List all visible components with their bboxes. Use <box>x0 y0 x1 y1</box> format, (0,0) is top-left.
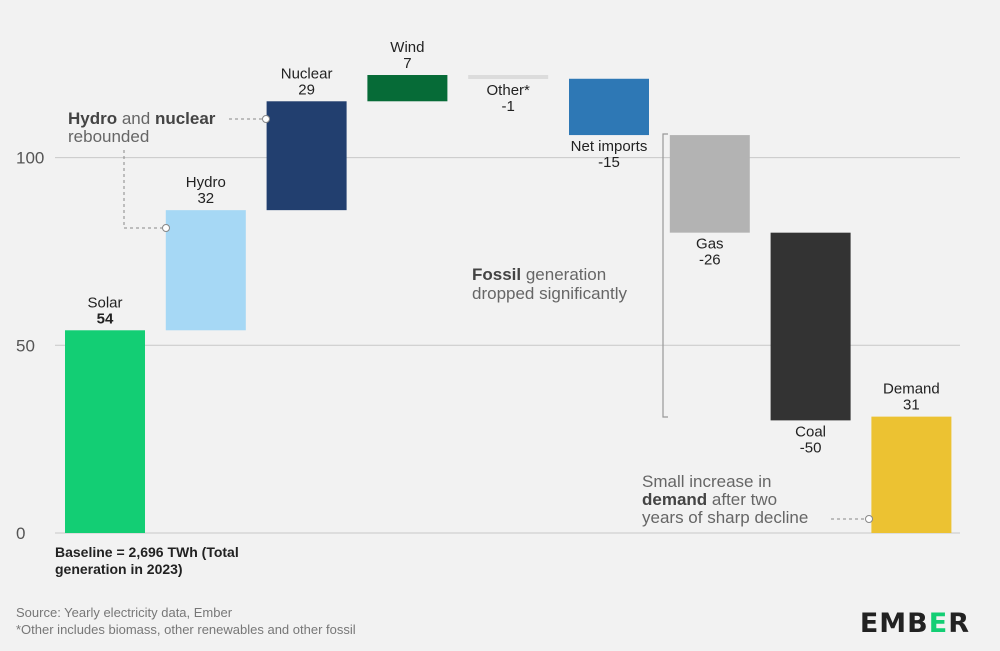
connector-dot <box>162 224 170 232</box>
category-label: Nuclear <box>281 65 333 82</box>
value-label: 31 <box>903 397 920 414</box>
category-label: Solar <box>87 294 122 311</box>
bar-demand <box>871 416 952 533</box>
y-tick-label: 0 <box>16 524 25 543</box>
connector-dot <box>865 515 873 523</box>
annotation-demand-line2: demand after two <box>642 490 777 509</box>
annotation-hydro-nuclear: Hydro and nuclear <box>68 109 216 128</box>
y-tick-label: 100 <box>16 149 44 168</box>
annotation-demand: Small increase in <box>642 472 771 491</box>
bar-gas <box>669 135 750 233</box>
value-label: 7 <box>403 55 411 72</box>
bar-net-imports <box>569 78 649 136</box>
annotation-fossil-line2: dropped significantly <box>472 284 627 303</box>
value-label: -1 <box>502 98 515 115</box>
annotation-fossil: Fossil generation <box>472 265 606 284</box>
category-label: Net imports <box>571 138 648 155</box>
other-footnote: *Other includes biomass, other renewable… <box>16 622 356 637</box>
footer: Source: Yearly electricity data, Ember *… <box>16 604 356 638</box>
bar-wind <box>367 75 448 102</box>
baseline-note: generation in 2023) <box>55 561 183 577</box>
category-label: Gas <box>696 236 724 253</box>
category-label: Demand <box>883 381 940 398</box>
category-label: Wind <box>390 39 424 56</box>
value-label: 54 <box>97 310 114 327</box>
bar-hydro <box>165 210 246 331</box>
y-tick-label: 50 <box>16 336 35 355</box>
connector-dot <box>262 115 270 123</box>
value-label: 29 <box>298 81 315 98</box>
category-label: Hydro <box>186 174 226 191</box>
connector-hydro <box>123 150 166 229</box>
category-label: Other* <box>487 82 531 99</box>
bar-solar <box>65 330 145 533</box>
value-label: -50 <box>800 439 822 456</box>
annotation-hydro-nuclear-line2: rebounded <box>68 127 149 146</box>
value-label: -15 <box>598 154 620 171</box>
annotation-demand-line3: years of sharp decline <box>642 508 808 527</box>
value-label: 32 <box>197 190 214 207</box>
fossil-bracket <box>662 133 668 418</box>
bar-coal <box>770 232 851 421</box>
bar-other- <box>468 75 549 80</box>
baseline-note: Baseline = 2,696 TWh (Total <box>55 544 239 560</box>
category-label: Coal <box>795 423 826 440</box>
bar-nuclear <box>266 101 347 211</box>
value-label: -26 <box>699 252 721 269</box>
ember-logo: EMBER <box>859 608 970 639</box>
source-note: Source: Yearly electricity data, Ember <box>16 605 233 620</box>
